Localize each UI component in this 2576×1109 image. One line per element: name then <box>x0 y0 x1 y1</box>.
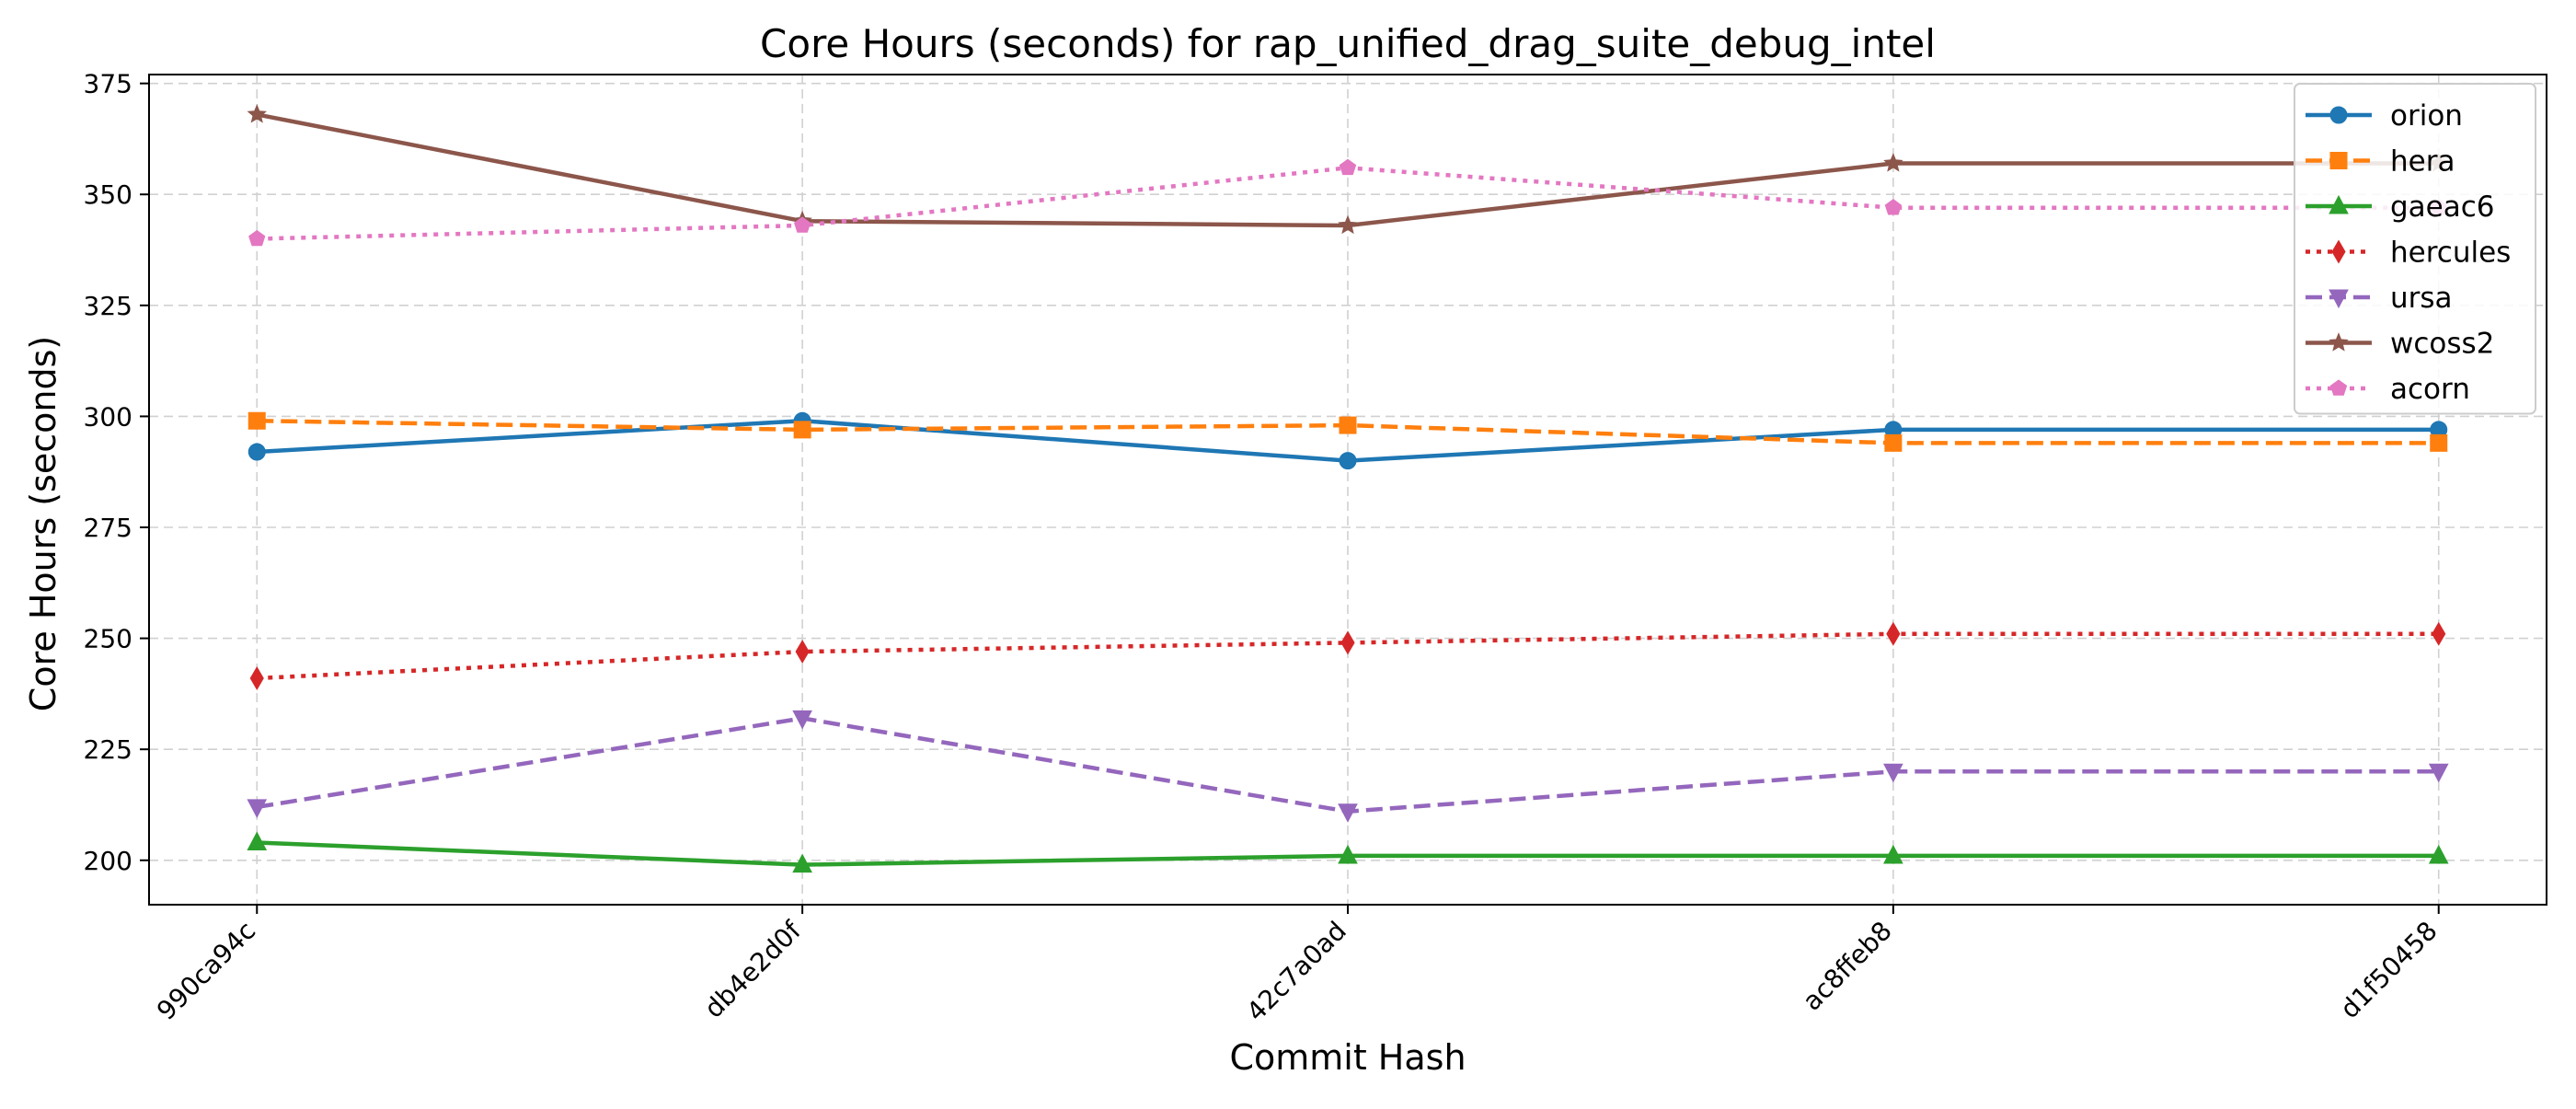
legend-label-wcoss2: wcoss2 <box>2390 328 2494 361</box>
data-point-hera <box>793 421 811 439</box>
y-tick-label: 375 <box>84 69 132 99</box>
x-axis-label: Commit Hash <box>1229 1037 1466 1078</box>
legend: orion hera gaeac6 hercules ursa wcoss2 acorn <box>2294 83 2536 415</box>
legend-marker-ursa <box>2329 289 2349 309</box>
legend-marker-acorn <box>2329 379 2348 396</box>
series-hercules <box>249 621 2446 690</box>
legend-marker-gaeac6 <box>2329 194 2349 214</box>
x-tick-label: ac8ffeb8 <box>1797 916 1898 1017</box>
data-point-hercules <box>249 666 264 690</box>
y-axis-label: Core Hours (seconds) <box>23 336 63 711</box>
y-tick-label: 250 <box>84 624 132 654</box>
x-tick-label: db4e2d0f <box>698 915 808 1024</box>
series-gaeac6 <box>247 831 2449 873</box>
data-point-gaeac6 <box>792 853 812 873</box>
x-tick-label: d1f50458 <box>2334 916 2443 1024</box>
data-point-gaeac6 <box>1338 844 1358 864</box>
legend-marker-orion <box>2329 106 2348 124</box>
axes: 200 225 250 275 300 325 350 375 990ca94c db4e2d0f… <box>84 69 2547 1027</box>
data-point-hercules <box>2432 621 2446 646</box>
x-tick-label: 990ca94c <box>151 916 261 1026</box>
y-tick-label: 225 <box>84 734 132 765</box>
data-point-hera <box>1884 433 1903 452</box>
data-point-acorn <box>1339 158 1357 176</box>
data-point-hercules <box>1340 630 1355 655</box>
data-point-hera <box>247 411 266 430</box>
data-point-hera <box>2430 433 2448 452</box>
data-point-ursa <box>792 710 812 730</box>
legend-label-hera: hera <box>2390 145 2455 179</box>
series-group <box>247 104 2449 873</box>
legend-label-ursa: ursa <box>2390 282 2453 315</box>
data-point-ursa <box>2428 763 2449 783</box>
y-tick-label: 275 <box>84 513 132 543</box>
data-point-ursa <box>247 799 268 818</box>
data-point-acorn <box>1884 199 1902 215</box>
data-point-wcoss2 <box>1883 153 1903 172</box>
series-hera <box>247 411 2448 452</box>
legend-marker-hercules <box>2331 239 2346 264</box>
data-point-ursa <box>1883 763 1903 783</box>
legend-box <box>2294 83 2536 415</box>
legend-label-gaeac6: gaeac6 <box>2390 191 2495 224</box>
data-point-gaeac6 <box>247 831 268 850</box>
data-point-orion <box>1339 452 1357 470</box>
legend-label-acorn: acorn <box>2390 373 2470 406</box>
legend-marker-hera <box>2329 152 2348 169</box>
x-tick-label: 42c7a0ad <box>1241 916 1352 1027</box>
y-tick-label: 200 <box>84 846 132 876</box>
legend-marker-wcoss2 <box>2329 332 2349 352</box>
y-tick-label: 325 <box>84 291 132 321</box>
data-point-ursa <box>1338 803 1358 823</box>
data-point-acorn <box>794 216 811 233</box>
data-point-wcoss2 <box>247 104 268 123</box>
legend-label-hercules: hercules <box>2390 237 2511 270</box>
legend-label-orion: orion <box>2390 99 2463 133</box>
data-point-wcoss2 <box>1338 214 1358 235</box>
data-point-acorn <box>248 229 266 247</box>
data-point-hercules <box>795 640 810 664</box>
data-point-orion <box>247 443 266 461</box>
series-ursa <box>247 710 2449 823</box>
chart-title: Core Hours (seconds) for rap_unified_dra… <box>760 21 1936 66</box>
y-tick-label: 350 <box>84 179 132 210</box>
series-acorn <box>248 158 2447 247</box>
grid <box>149 75 2547 905</box>
data-point-hercules <box>1886 621 1901 646</box>
data-point-hera <box>1339 416 1357 434</box>
data-point-gaeac6 <box>1883 844 1903 864</box>
y-tick-label: 300 <box>84 401 132 432</box>
data-point-gaeac6 <box>2428 844 2449 864</box>
